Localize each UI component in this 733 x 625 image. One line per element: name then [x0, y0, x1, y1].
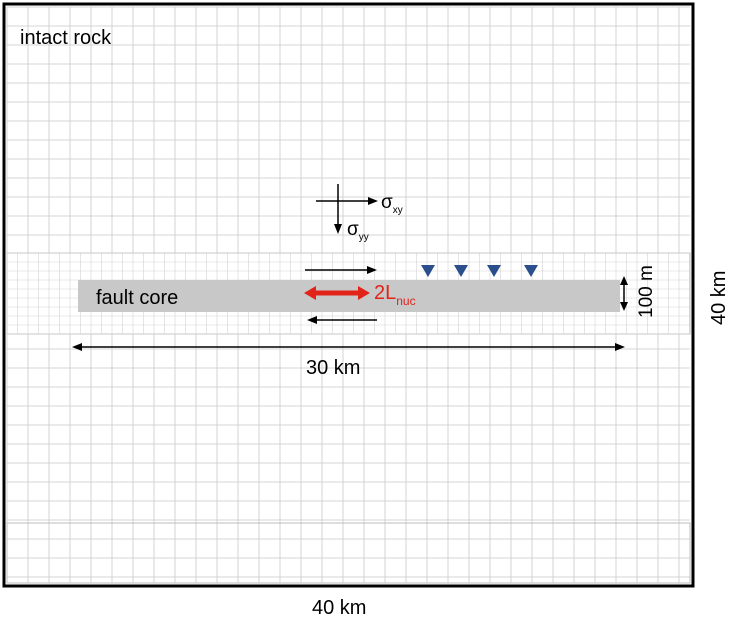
fault-core — [78, 280, 620, 312]
fault-width-dimension — [620, 276, 628, 311]
sigma-yy-arrowhead — [334, 224, 342, 234]
nucleation-label: 2Lnuc — [374, 282, 416, 308]
fault-width-label: 100 m — [636, 265, 657, 318]
intact-rock-label: intact rock — [20, 27, 112, 49]
station-markers — [421, 265, 538, 277]
fault-core-label: fault core — [96, 287, 178, 309]
fault-length-label: 30 km — [306, 357, 360, 379]
domain-height-label: 40 km — [708, 271, 730, 325]
station-triangle — [487, 265, 501, 277]
fault-length-dimension — [72, 343, 625, 351]
domain-width-label: 40 km — [312, 597, 366, 619]
station-triangle — [421, 265, 435, 277]
stress-glyph — [316, 184, 378, 234]
sigma-yy-label: σyy — [347, 219, 369, 243]
domain-frame — [2, 2, 695, 588]
sigma-xy-label: σxy — [381, 192, 403, 216]
bottom-boundary-band — [6, 522, 691, 584]
shear-arrow-bottom — [307, 316, 377, 324]
station-triangle — [454, 265, 468, 277]
sigma-xy-arrowhead — [368, 197, 378, 205]
nucleation-arrow — [304, 286, 370, 300]
station-triangle — [524, 265, 538, 277]
shear-arrow-top — [305, 266, 377, 274]
